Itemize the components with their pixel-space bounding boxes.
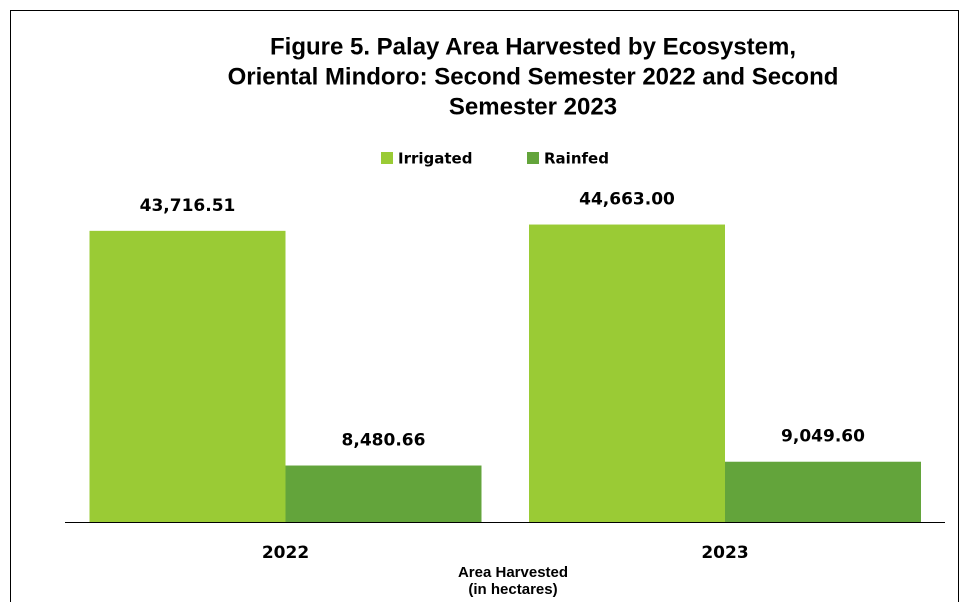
chart-title: Semester 2023 — [449, 93, 617, 120]
legend-label: Irrigated — [398, 150, 472, 168]
data-label: 44,663.00 — [579, 190, 675, 210]
data-label: 8,480.66 — [342, 431, 426, 451]
frame — [10, 10, 959, 602]
bar — [725, 461, 921, 522]
data-label: 43,716.51 — [140, 196, 236, 216]
x-tick-label: 2023 — [701, 543, 748, 563]
x-axis-title: (in hectares) — [468, 581, 557, 598]
x-axis-title: Area Harvested — [458, 564, 568, 581]
bar — [285, 465, 482, 522]
bar — [89, 230, 286, 523]
legend-label: Rainfed — [544, 150, 609, 168]
x-tick-label: 2022 — [262, 543, 309, 563]
chart-title: Oriental Mindoro: Second Semester 2022 a… — [228, 63, 839, 90]
data-label: 9,049.60 — [781, 427, 865, 447]
chart-title: Figure 5. Palay Area Harvested by Ecosys… — [270, 33, 796, 60]
bar — [529, 224, 725, 522]
legend-swatch — [381, 152, 393, 164]
legend-swatch — [527, 152, 539, 164]
